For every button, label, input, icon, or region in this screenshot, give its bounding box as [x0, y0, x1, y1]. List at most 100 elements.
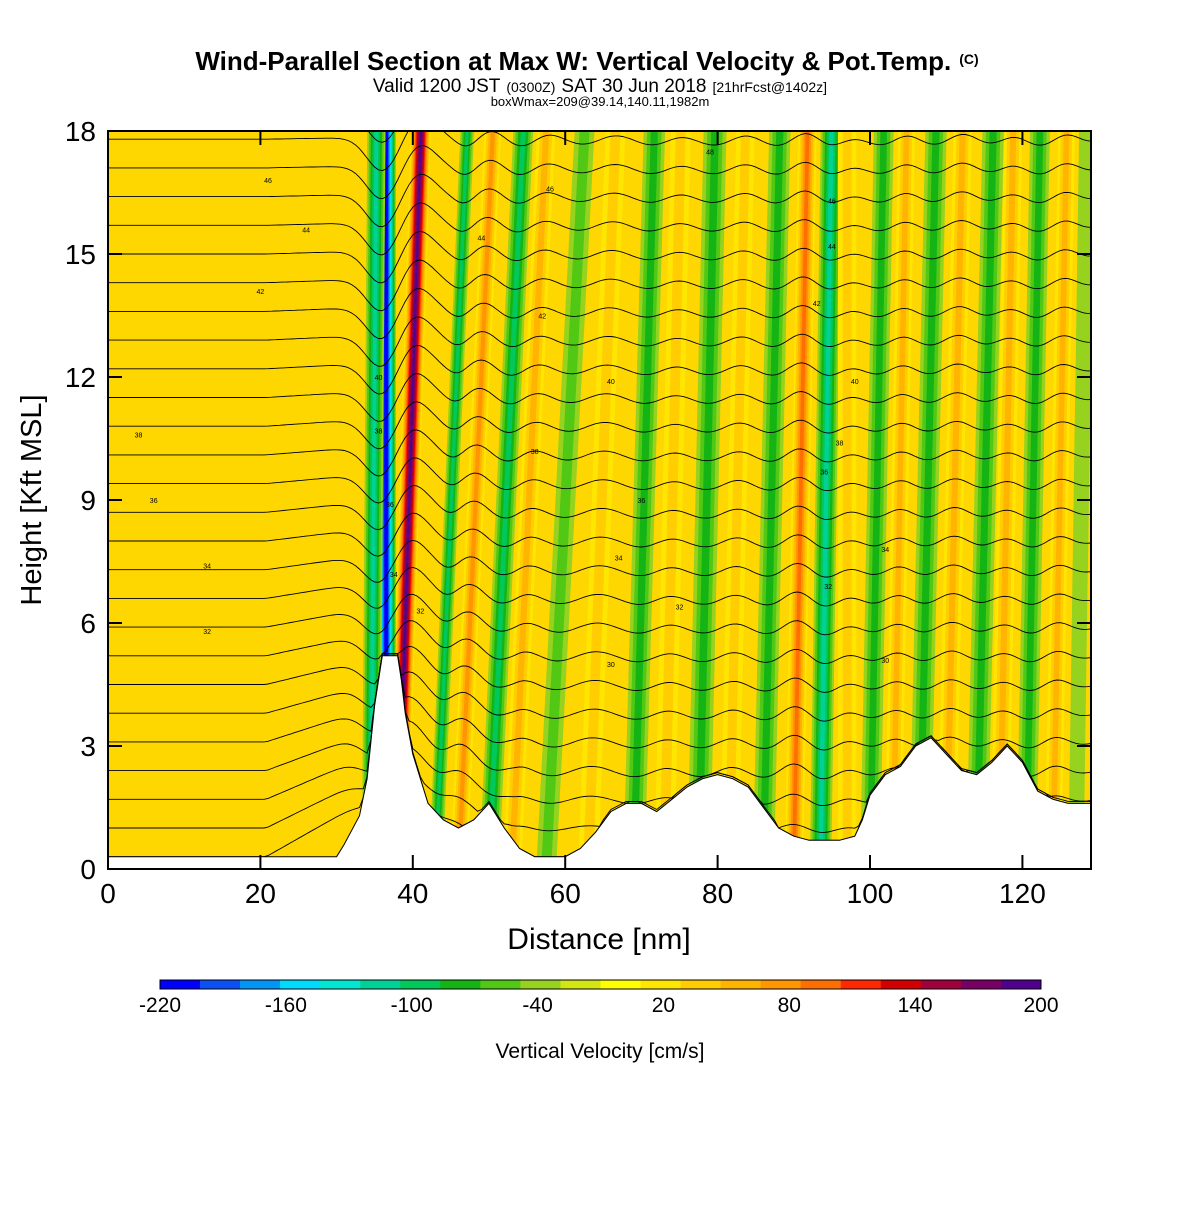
terrain-profile	[108, 655, 1091, 869]
theta-contour-label: 46	[828, 199, 836, 206]
x-tick-label: 60	[550, 878, 581, 909]
velocity-band-level	[694, 131, 719, 869]
colorbar-swatch	[240, 980, 281, 989]
theta-contour-line	[108, 539, 1091, 583]
colorbar-tick-label: -40	[522, 994, 552, 1017]
colorbar-swatch	[680, 980, 721, 989]
velocity-band-level	[866, 131, 887, 869]
colorbar-swatch	[320, 980, 361, 989]
velocity-band-level	[508, 131, 550, 869]
y-axis-label: Height [Kft MSL]	[16, 394, 48, 605]
theta-contour-label: 36	[638, 498, 646, 505]
theta-contour-label: 38	[135, 432, 143, 439]
theta-contour-line	[108, 485, 1091, 531]
colorbar-swatch	[160, 980, 201, 989]
colorbar-swatch	[840, 980, 882, 989]
x-tick-label: 80	[702, 878, 733, 909]
colorbar-swatch	[400, 980, 441, 989]
velocity-band-level	[1022, 131, 1044, 869]
theta-contour-label: 34	[390, 572, 398, 579]
theta-contour-line	[108, 202, 1091, 256]
subtitle-valid: Valid 1200 JST	[373, 76, 501, 97]
velocity-band-level	[973, 131, 997, 869]
colorbar-swatch	[960, 980, 1002, 989]
theta-contour-label: 32	[417, 609, 425, 616]
colorbar-tick-label: 20	[652, 994, 675, 1017]
colorbar-swatch	[800, 980, 842, 989]
velocity-band	[838, 131, 857, 869]
velocity-band	[450, 131, 502, 869]
velocity-band	[623, 131, 665, 869]
theta-contour-label: 46	[546, 186, 554, 193]
velocity-band	[1044, 131, 1075, 869]
theta-contour-label: 30	[881, 658, 889, 665]
velocity-band	[719, 131, 755, 869]
colorbar-swatch	[720, 980, 761, 989]
velocity-band-level	[456, 131, 495, 869]
velocity-band	[809, 131, 843, 869]
y-tick-label: 9	[80, 485, 96, 516]
theta-contour-label: 42	[257, 289, 265, 296]
velocity-band	[937, 131, 972, 869]
theta-contour-line	[108, 173, 1091, 228]
plot-area: 46 44 42 38 36 34 32 40 38 36 34 32 44 46 42 38 40 36 34 32…	[108, 131, 1091, 869]
velocity-band-level	[842, 131, 852, 869]
theta-contour-label: 44	[828, 244, 836, 251]
velocity-band	[687, 131, 727, 869]
theta-contour-label: 36	[150, 498, 158, 505]
colorbar-swatch	[200, 980, 241, 989]
velocity-band	[884, 131, 915, 869]
velocity-band	[966, 131, 1004, 869]
y-tick-label: 0	[80, 854, 96, 885]
y-tick-label: 15	[65, 239, 96, 270]
x-tick-label: 100	[847, 878, 894, 909]
theta-contour-label: 38	[531, 449, 539, 456]
velocity-band-level	[369, 131, 379, 869]
theta-contour-label: 34	[615, 555, 623, 562]
theta-contour-label: 32	[824, 584, 832, 591]
velocity-band-level	[630, 131, 658, 869]
y-tick-label: 3	[80, 731, 96, 762]
theta-contour-label: 30	[607, 662, 615, 669]
theta-contour-label: 32	[676, 605, 684, 612]
colorbar-frame	[159, 979, 1042, 990]
title-units: (C)	[959, 51, 978, 67]
colorbar-swatch	[1000, 980, 1042, 989]
box-info: boxWmax=209@39.14,140.11,1982m	[491, 94, 710, 109]
velocity-band-level	[792, 131, 810, 869]
theta-contour-line	[108, 401, 1091, 450]
chart-subtitle: Valid 1200 JST (0300Z) SAT 30 Jun 2018 [21h…	[373, 76, 827, 97]
theta-contour-labels: 46 44 42 38 36 34 32 40 38 36 34 32 44 46 42 38 40 36 34 32…	[135, 150, 890, 670]
colorbar	[159, 979, 1042, 990]
x-tick-label: 40	[397, 878, 428, 909]
colorbar-tick-label: -100	[391, 994, 433, 1017]
velocity-band	[654, 131, 691, 869]
velocity-band	[479, 131, 534, 869]
velocity-band	[1016, 131, 1050, 869]
theta-contour-line	[108, 373, 1091, 422]
theta-contour-label: 42	[813, 301, 821, 308]
velocity-band	[502, 131, 556, 869]
theta-contours	[108, 131, 1091, 858]
theta-contour-label: 40	[607, 379, 615, 386]
theta-contour-line	[108, 653, 1091, 751]
theta-contour-line	[108, 512, 1091, 557]
subtitle-date: SAT 30 Jun 2018	[561, 76, 706, 97]
theta-contour-line	[108, 344, 1091, 395]
x-tick-label: 0	[100, 878, 116, 909]
velocity-band-level	[759, 131, 784, 869]
theta-contour-label: 34	[881, 547, 889, 554]
y-tick-label: 18	[65, 116, 96, 147]
theta-contour-line	[108, 230, 1091, 284]
velocity-band-level	[996, 131, 1017, 869]
colorbar-swatch	[600, 980, 641, 989]
theta-contour-label: 40	[851, 379, 859, 386]
colorbar-swatch	[920, 980, 962, 989]
velocity-band-level	[818, 131, 834, 869]
theta-contour-line	[108, 145, 1091, 200]
colorbar-swatch	[560, 980, 601, 989]
y-tick-label: 6	[80, 608, 96, 639]
subtitle-forecast: [21hrFcst@1402z]	[712, 79, 827, 95]
